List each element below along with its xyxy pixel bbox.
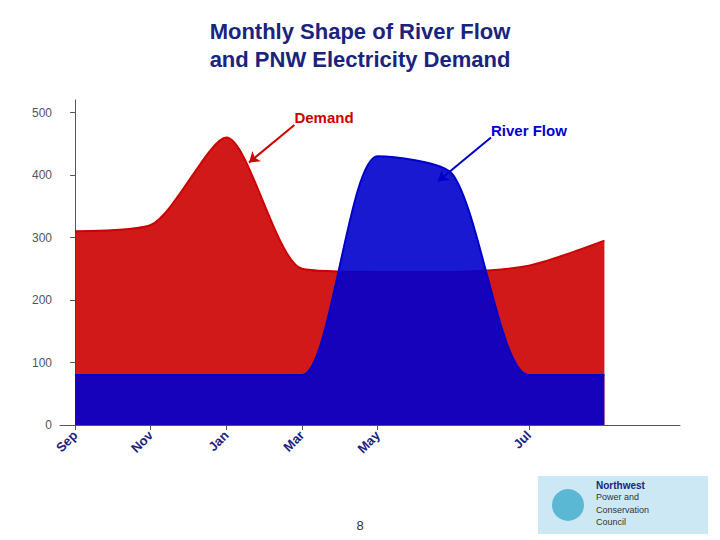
svg-text:Nov: Nov (128, 427, 157, 456)
svg-text:Mar: Mar (280, 428, 307, 455)
svg-text:Monthly Shape of River Flow: Monthly Shape of River Flow (210, 19, 512, 44)
svg-text:400: 400 (32, 168, 52, 182)
svg-text:Council: Council (596, 517, 626, 527)
svg-text:Northwest: Northwest (596, 480, 646, 491)
svg-text:Conservation: Conservation (596, 505, 649, 515)
svg-text:River Flow: River Flow (491, 122, 567, 139)
svg-text:May: May (354, 427, 383, 456)
svg-text:Sep: Sep (53, 428, 80, 455)
svg-text:Jan: Jan (205, 428, 231, 454)
svg-text:200: 200 (32, 293, 52, 307)
svg-text:Jul: Jul (510, 428, 534, 452)
svg-text:Demand: Demand (294, 109, 353, 126)
svg-text:Power and: Power and (596, 492, 639, 502)
svg-text:300: 300 (32, 231, 52, 245)
svg-text:0: 0 (45, 418, 52, 432)
svg-text:8: 8 (356, 518, 363, 533)
svg-text:and PNW Electricity Demand: and PNW Electricity Demand (210, 47, 511, 72)
svg-text:100: 100 (32, 356, 52, 370)
svg-text:500: 500 (32, 106, 52, 120)
